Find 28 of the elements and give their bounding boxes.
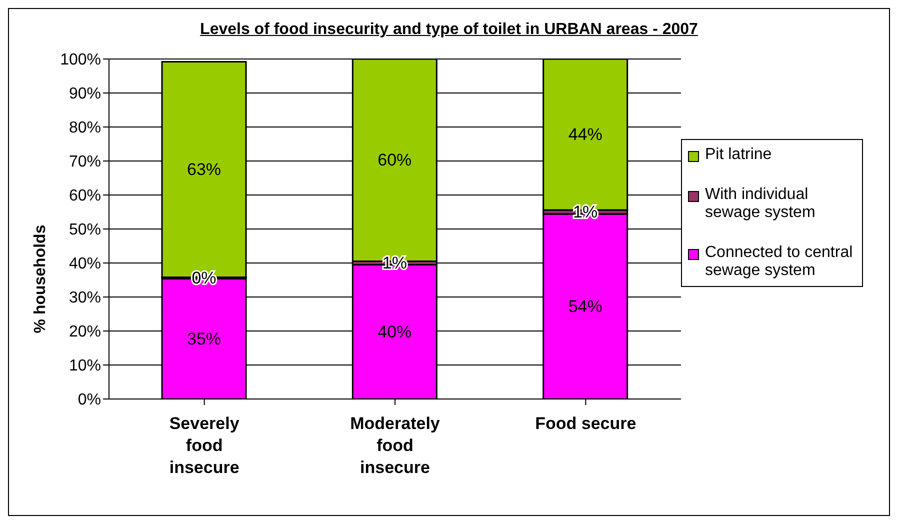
data-label: 54% <box>568 297 602 316</box>
y-tick-label: 80% <box>68 120 101 137</box>
data-label: 44% <box>568 124 602 144</box>
legend-label: With individual sewage system <box>705 186 816 222</box>
legend-label: Pit latrine <box>705 146 772 164</box>
x-tick-label: Food secure <box>535 414 636 433</box>
y-tick-label: 20% <box>68 324 101 341</box>
legend-label: Connected to central sewage system <box>705 244 854 280</box>
y-tick-label: 90% <box>68 86 101 103</box>
y-tick-label: 50% <box>68 222 101 239</box>
y-tick-label: 60% <box>68 188 101 205</box>
y-tick-label: 0% <box>78 392 101 409</box>
y-tick-label: 10% <box>68 358 101 375</box>
y-tick-label: 70% <box>68 154 101 171</box>
data-label: 63% <box>186 160 222 179</box>
y-axis-title: % households <box>32 224 50 334</box>
data-label: 1% <box>382 254 407 272</box>
y-tick-label: 40% <box>68 256 101 273</box>
data-label: 40% <box>378 322 412 342</box>
x-tick-label: Severely food insecure <box>169 414 240 477</box>
x-tick-label: Moderately food insecure <box>350 414 440 477</box>
data-label: 0% <box>192 268 216 288</box>
data-label: 60% <box>378 150 412 170</box>
y-tick-label: 30% <box>68 290 101 307</box>
y-tick-label: 100% <box>60 52 101 69</box>
data-label: 1% <box>573 202 598 222</box>
data-label: 35% <box>186 329 222 348</box>
chart-title: Levels of food insecurity and type of toilet in URBAN areas - 2007 <box>199 21 699 39</box>
